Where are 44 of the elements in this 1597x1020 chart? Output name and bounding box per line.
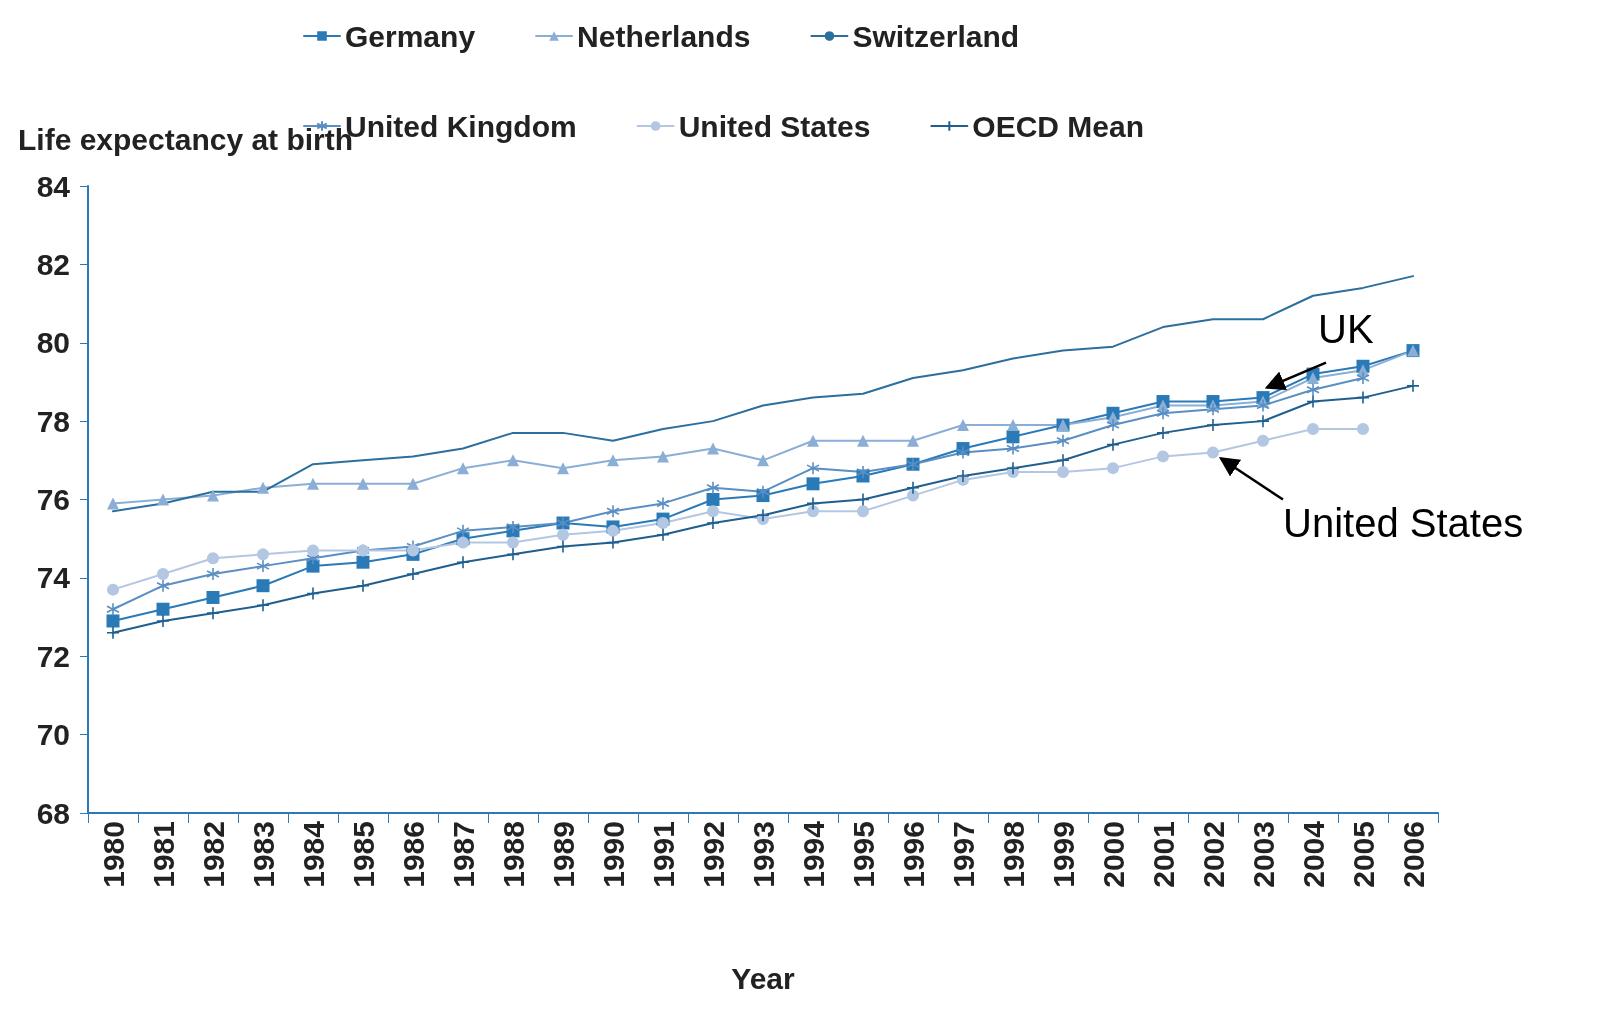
x-tick-label: 1987	[446, 821, 480, 888]
x-tick-label: 1988	[496, 821, 530, 888]
legend-label: Germany	[345, 19, 476, 53]
x-tick-label: 1994	[796, 820, 830, 888]
x-tick-label: 1984	[296, 820, 330, 888]
x-tick-label: 2004	[1296, 820, 1330, 888]
legend-label: Switzerland	[852, 19, 1020, 53]
y-tick-label: 84	[36, 169, 71, 203]
x-tick-label: 1981	[146, 821, 180, 888]
x-tick-label: 1983	[246, 821, 280, 888]
y-tick-label: 80	[36, 326, 70, 360]
x-axis-title: Year	[731, 961, 796, 995]
legend-label: United States	[678, 109, 871, 143]
y-tick-label: 70	[36, 718, 70, 752]
x-tick-label: 2003	[1246, 821, 1280, 888]
x-tick-label: 1980	[96, 821, 130, 888]
x-tick-label: 1992	[696, 821, 730, 888]
legend-label: OECD Mean	[972, 109, 1145, 143]
x-tick-label: 1997	[946, 821, 980, 888]
y-tick-label: 82	[36, 247, 70, 281]
x-tick-label: 1995	[846, 821, 880, 888]
y-tick-label: 76	[36, 483, 70, 516]
x-tick-label: 1993	[746, 821, 780, 888]
y-tick-label: 78	[36, 404, 70, 438]
x-tick-label: 1996	[896, 821, 930, 888]
legend-label: Netherlands	[577, 19, 751, 53]
x-tick-label: 1990	[596, 821, 630, 888]
x-tick-label: 2000	[1096, 821, 1130, 888]
x-tick-label: 1982	[196, 821, 230, 888]
x-tick-label: 2002	[1196, 821, 1230, 888]
x-tick-label: 2006	[1396, 821, 1430, 888]
y-tick-label: 72	[36, 639, 70, 673]
x-tick-label: 2005	[1346, 821, 1380, 888]
x-tick-label: 1998	[996, 821, 1030, 888]
x-tick-label: 1985	[346, 821, 380, 888]
x-tick-label: 1999	[1046, 821, 1080, 888]
x-tick-label: 2001	[1146, 821, 1180, 888]
x-tick-label: 1991	[646, 821, 680, 888]
annotation: United States	[1283, 501, 1524, 547]
annotation: UK	[1318, 306, 1374, 352]
y-tick-label: 74	[36, 561, 71, 595]
y-tick-label: 68	[36, 796, 70, 830]
x-tick-label: 1986	[396, 821, 430, 888]
x-tick-label: 1989	[546, 821, 580, 888]
